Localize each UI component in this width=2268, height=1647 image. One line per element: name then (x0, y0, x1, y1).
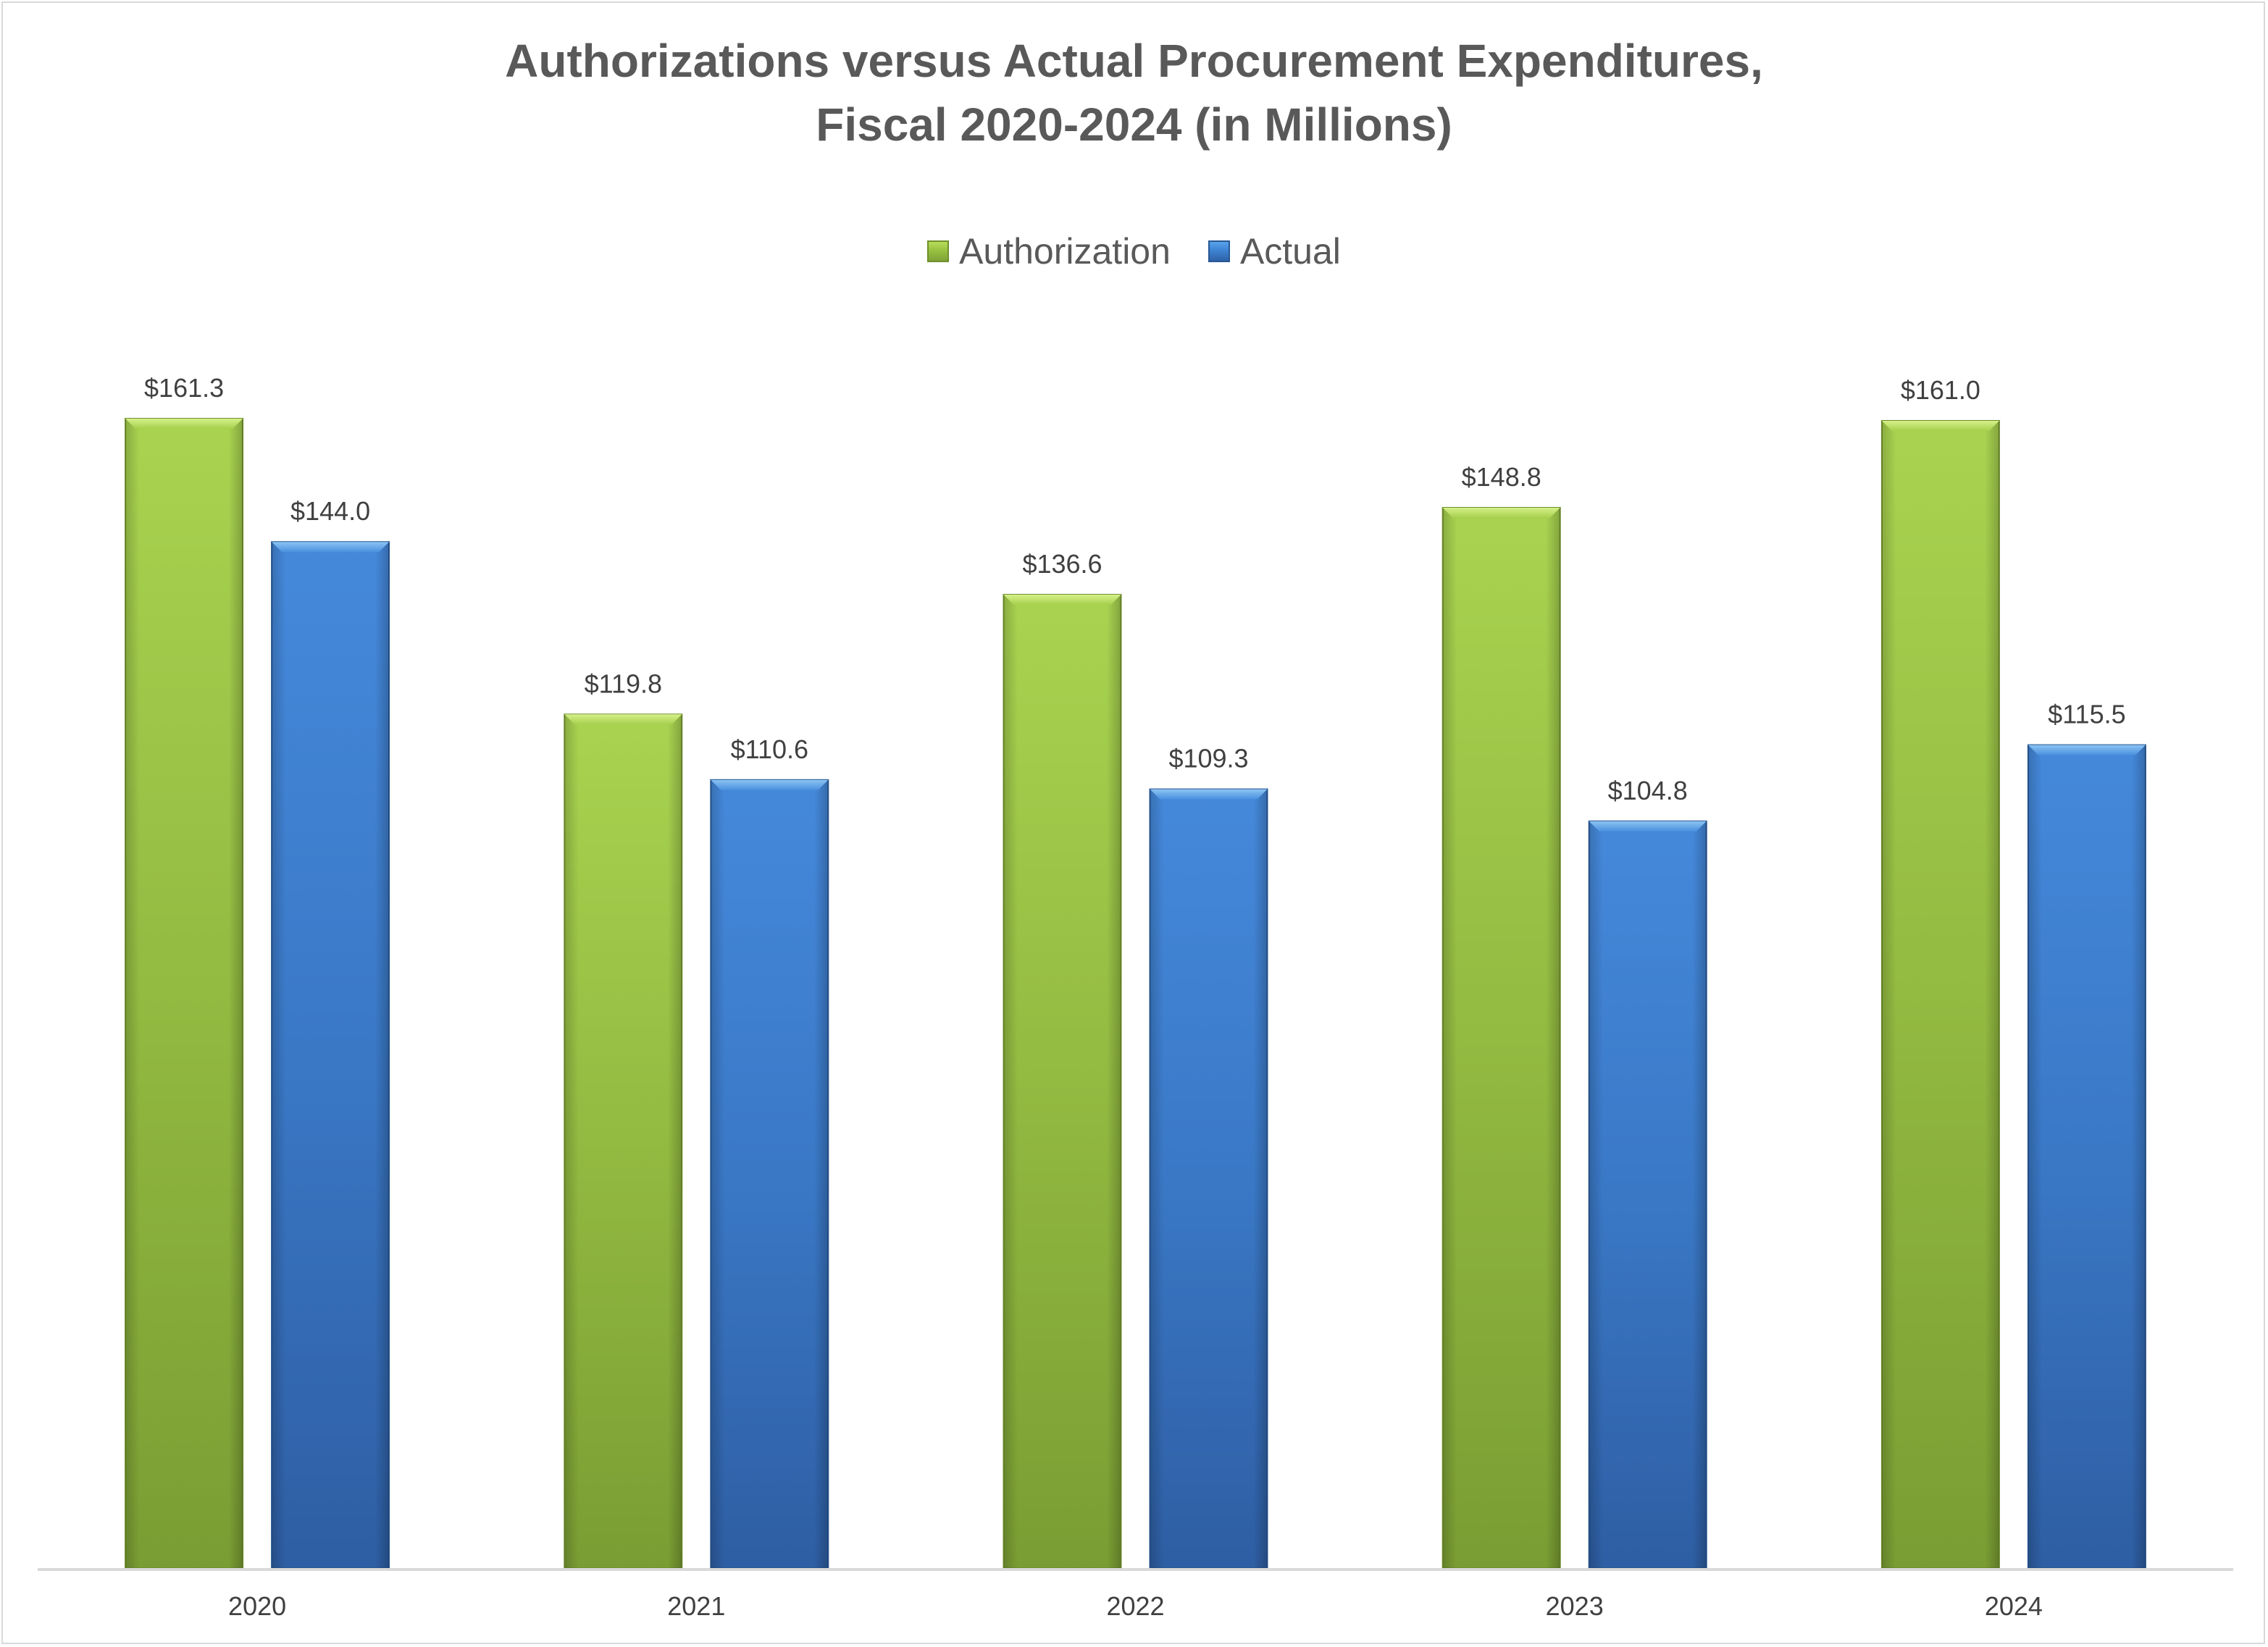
bar-shade-authorization-2024 (1881, 420, 1999, 1568)
labels-layer: $161.3 $144.0 2020 $119.8 $110.6 2021 $136.6 $1… (144, 373, 2126, 1621)
bar-cap-actual-2023 (1589, 821, 1707, 831)
legend-item-authorization: Authorization (927, 230, 1171, 272)
bar-shade-actual-2024 (2028, 745, 2146, 1568)
data-label-authorization-2020: $161.3 (144, 373, 224, 403)
bar-cap-actual-2021 (711, 779, 829, 790)
data-label-authorization-2021: $119.8 (585, 669, 662, 698)
legend-swatch-authorization (927, 240, 950, 262)
x-tick-label-2022: 2022 (1106, 1591, 1164, 1621)
bar-cap-authorization-2024 (1881, 420, 1999, 431)
data-label-actual-2024: $115.5 (2048, 700, 2125, 729)
chart-legend: Authorization Actual (0, 230, 2268, 272)
data-label-authorization-2023: $148.8 (1462, 462, 1541, 492)
bar-shade-actual-2021 (711, 779, 829, 1568)
x-tick-label-2021: 2021 (667, 1591, 725, 1621)
bar-shade-actual-2022 (1150, 789, 1268, 1568)
bar-cap-authorization-2020 (125, 419, 243, 429)
bar-cap-actual-2024 (2028, 745, 2146, 755)
bar-shade-authorization-2022 (1003, 595, 1121, 1569)
bar-shade-authorization-2021 (564, 714, 682, 1569)
legend-label-actual: Actual (1239, 231, 1341, 272)
bar-cap-authorization-2022 (1003, 595, 1121, 605)
bar-cap-authorization-2023 (1442, 507, 1560, 518)
bar-shade-authorization-2020 (125, 419, 243, 1568)
chart-subtitle: Fiscal 2020-2024 (in Millions) (816, 99, 1452, 151)
data-label-authorization-2022: $136.6 (1022, 549, 1102, 579)
bars-layer (125, 418, 2146, 1570)
x-tick-label-2020: 2020 (228, 1591, 286, 1621)
data-label-actual-2021: $110.6 (731, 734, 808, 764)
legend-swatch-actual (1208, 240, 1230, 262)
legend-label-authorization: Authorization (959, 231, 1171, 272)
x-tick-label-2024: 2024 (1985, 1591, 2043, 1621)
data-label-actual-2020: $144.0 (290, 496, 370, 526)
bar-cap-actual-2020 (272, 542, 390, 553)
data-label-actual-2022: $109.3 (1168, 744, 1248, 774)
bar-shade-actual-2023 (1589, 821, 1707, 1568)
data-label-actual-2023: $104.8 (1608, 776, 1688, 805)
data-label-authorization-2024: $161.0 (1901, 375, 1980, 405)
legend-item-actual: Actual (1208, 230, 1341, 272)
bar-cap-actual-2022 (1150, 789, 1268, 800)
bar-shade-authorization-2023 (1442, 507, 1560, 1568)
chart-title: Authorizations versus Actual Procurement… (505, 35, 1763, 87)
bar-cap-authorization-2021 (564, 714, 682, 725)
bar-shade-actual-2020 (272, 542, 390, 1568)
x-tick-label-2023: 2023 (1546, 1591, 1604, 1621)
